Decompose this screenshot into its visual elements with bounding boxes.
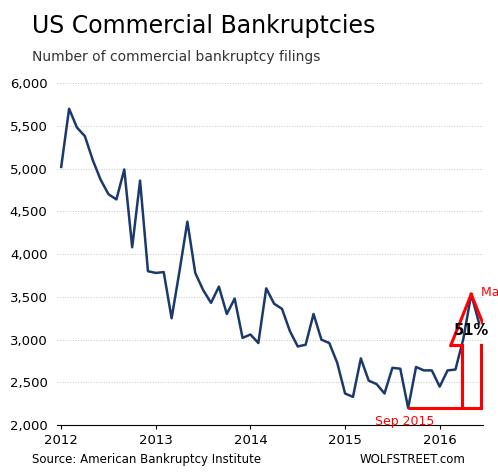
- Text: May 2016: May 2016: [481, 286, 498, 299]
- Text: WOLFSTREET.com: WOLFSTREET.com: [360, 454, 466, 466]
- Text: 51%: 51%: [454, 323, 489, 339]
- Text: Number of commercial bankruptcy filings: Number of commercial bankruptcy filings: [32, 50, 321, 64]
- Text: Source: American Bankruptcy Institute: Source: American Bankruptcy Institute: [32, 454, 261, 466]
- Text: Sep 2015: Sep 2015: [374, 415, 434, 428]
- Text: US Commercial Bankruptcies: US Commercial Bankruptcies: [32, 14, 376, 38]
